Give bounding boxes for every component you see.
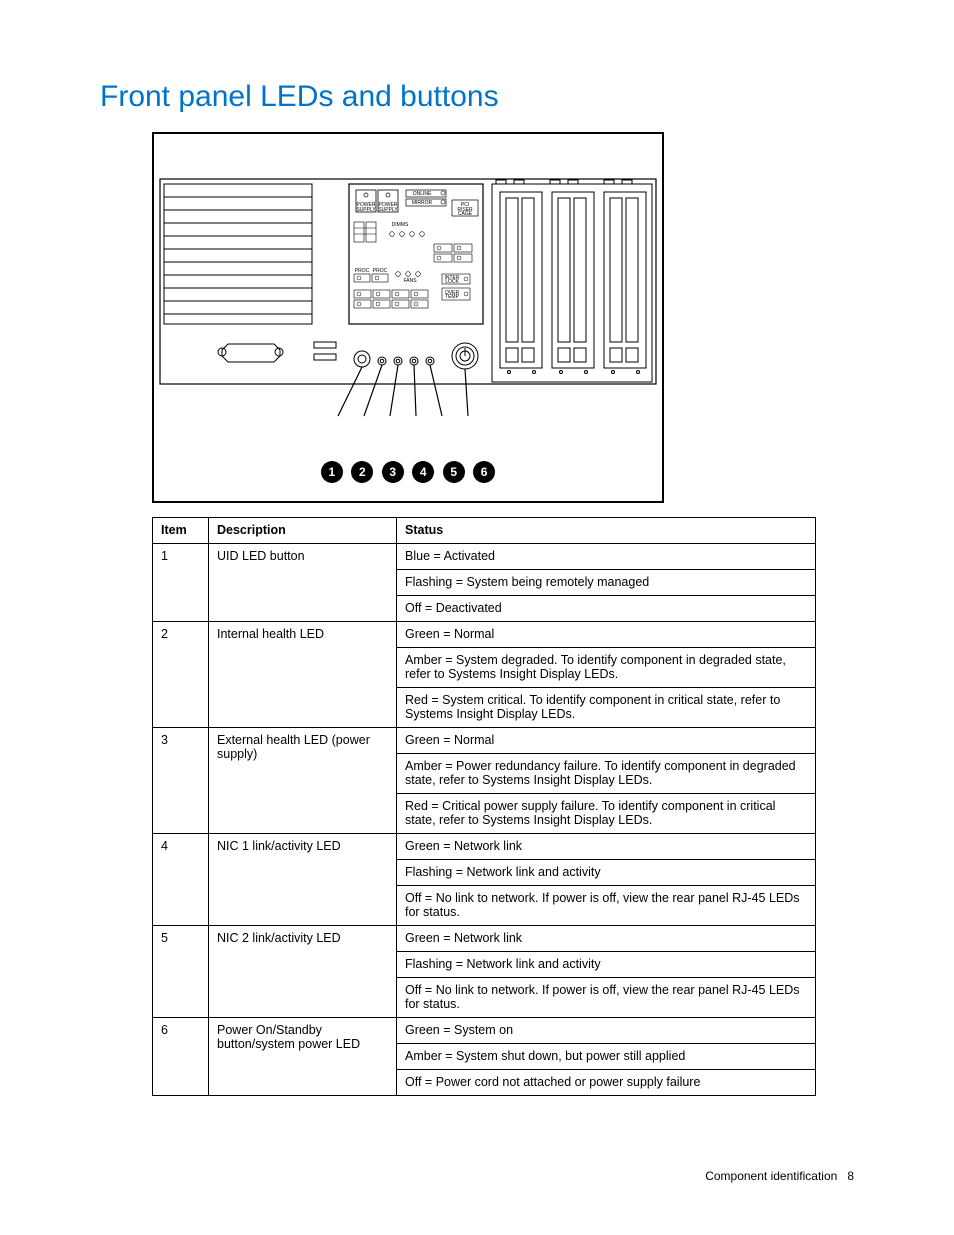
- table-row: 5NIC 2 link/activity LEDGreen = Network …: [153, 926, 816, 952]
- cell-status: Amber = System shut down, but power stil…: [397, 1044, 816, 1070]
- cell-item: 1: [153, 544, 209, 622]
- cell-item: 6: [153, 1018, 209, 1096]
- cell-status: Amber = System degraded. To identify com…: [397, 648, 816, 688]
- cell-status: Off = Deactivated: [397, 596, 816, 622]
- table-row: 6Power On/Standby button/system power LE…: [153, 1018, 816, 1044]
- cell-status: Green = Normal: [397, 622, 816, 648]
- svg-text:CAGE: CAGE: [458, 211, 473, 217]
- cell-description: NIC 2 link/activity LED: [209, 926, 397, 1018]
- cell-status: Off = No link to network. If power is of…: [397, 886, 816, 926]
- cell-status: Flashing = System being remotely managed: [397, 570, 816, 596]
- cell-item: 2: [153, 622, 209, 728]
- svg-text:TEMP: TEMP: [445, 294, 460, 300]
- led-table: Item Description Status 1UID LED buttonB…: [152, 517, 816, 1096]
- label-online-spare: ONLINE: [413, 191, 432, 197]
- table-row: 4NIC 1 link/activity LEDGreen = Network …: [153, 834, 816, 860]
- footer-page: 8: [847, 1169, 854, 1183]
- cell-description: External health LED (power supply): [209, 728, 397, 834]
- label-proc2: PROC: [373, 268, 388, 274]
- cell-status: Off = No link to network. If power is of…: [397, 978, 816, 1018]
- diagram-svg: POWER SUPPLY POWER SUPPLY ONLINE MIRROR …: [154, 134, 662, 444]
- cell-description: Internal health LED: [209, 622, 397, 728]
- svg-text:LOCK: LOCK: [445, 279, 459, 285]
- cell-status: Green = Network link: [397, 926, 816, 952]
- header-status: Status: [397, 518, 816, 544]
- cell-item: 3: [153, 728, 209, 834]
- footer-section: Component identification: [705, 1169, 837, 1183]
- callout-5: 5: [443, 461, 465, 483]
- callout-row: 1 2 3 4 5 6: [154, 449, 662, 501]
- cell-status: Flashing = Network link and activity: [397, 860, 816, 886]
- label-fans: FANS: [403, 278, 417, 284]
- label-proc1: PROC: [355, 268, 370, 274]
- cell-description: Power On/Standby button/system power LED: [209, 1018, 397, 1096]
- label-mirror: MIRROR: [412, 200, 433, 206]
- page-footer: Component identification 8: [705, 1169, 854, 1183]
- callout-2: 2: [351, 461, 373, 483]
- cell-status: Amber = Power redundancy failure. To ide…: [397, 754, 816, 794]
- front-panel-diagram: POWER SUPPLY POWER SUPPLY ONLINE MIRROR …: [152, 132, 664, 503]
- cell-status: Green = System on: [397, 1018, 816, 1044]
- cell-status: Green = Normal: [397, 728, 816, 754]
- table-row: 3External health LED (power supply)Green…: [153, 728, 816, 754]
- svg-text:SUPPLY: SUPPLY: [378, 207, 398, 213]
- cell-item: 4: [153, 834, 209, 926]
- page-title: Front panel LEDs and buttons: [100, 80, 854, 114]
- cell-status: Green = Network link: [397, 834, 816, 860]
- callout-4: 4: [412, 461, 434, 483]
- label-dimms: DIMMS: [392, 222, 409, 228]
- cell-status: Off = Power cord not attached or power s…: [397, 1070, 816, 1096]
- cell-item: 5: [153, 926, 209, 1018]
- table-body: 1UID LED buttonBlue = ActivatedFlashing …: [153, 544, 816, 1096]
- header-description: Description: [209, 518, 397, 544]
- callout-6: 6: [473, 461, 495, 483]
- callout-1: 1: [321, 461, 343, 483]
- callout-3: 3: [382, 461, 404, 483]
- table-row: 2Internal health LEDGreen = Normal: [153, 622, 816, 648]
- document-page: Front panel LEDs and buttons: [0, 0, 954, 1235]
- header-item: Item: [153, 518, 209, 544]
- table-header-row: Item Description Status: [153, 518, 816, 544]
- cell-status: Red = Critical power supply failure. To …: [397, 794, 816, 834]
- cell-status: Blue = Activated: [397, 544, 816, 570]
- cell-description: UID LED button: [209, 544, 397, 622]
- cell-status: Red = System critical. To identify compo…: [397, 688, 816, 728]
- table-row: 1UID LED buttonBlue = Activated: [153, 544, 816, 570]
- svg-text:SUPPLY: SUPPLY: [356, 207, 376, 213]
- cell-status: Flashing = Network link and activity: [397, 952, 816, 978]
- cell-description: NIC 1 link/activity LED: [209, 834, 397, 926]
